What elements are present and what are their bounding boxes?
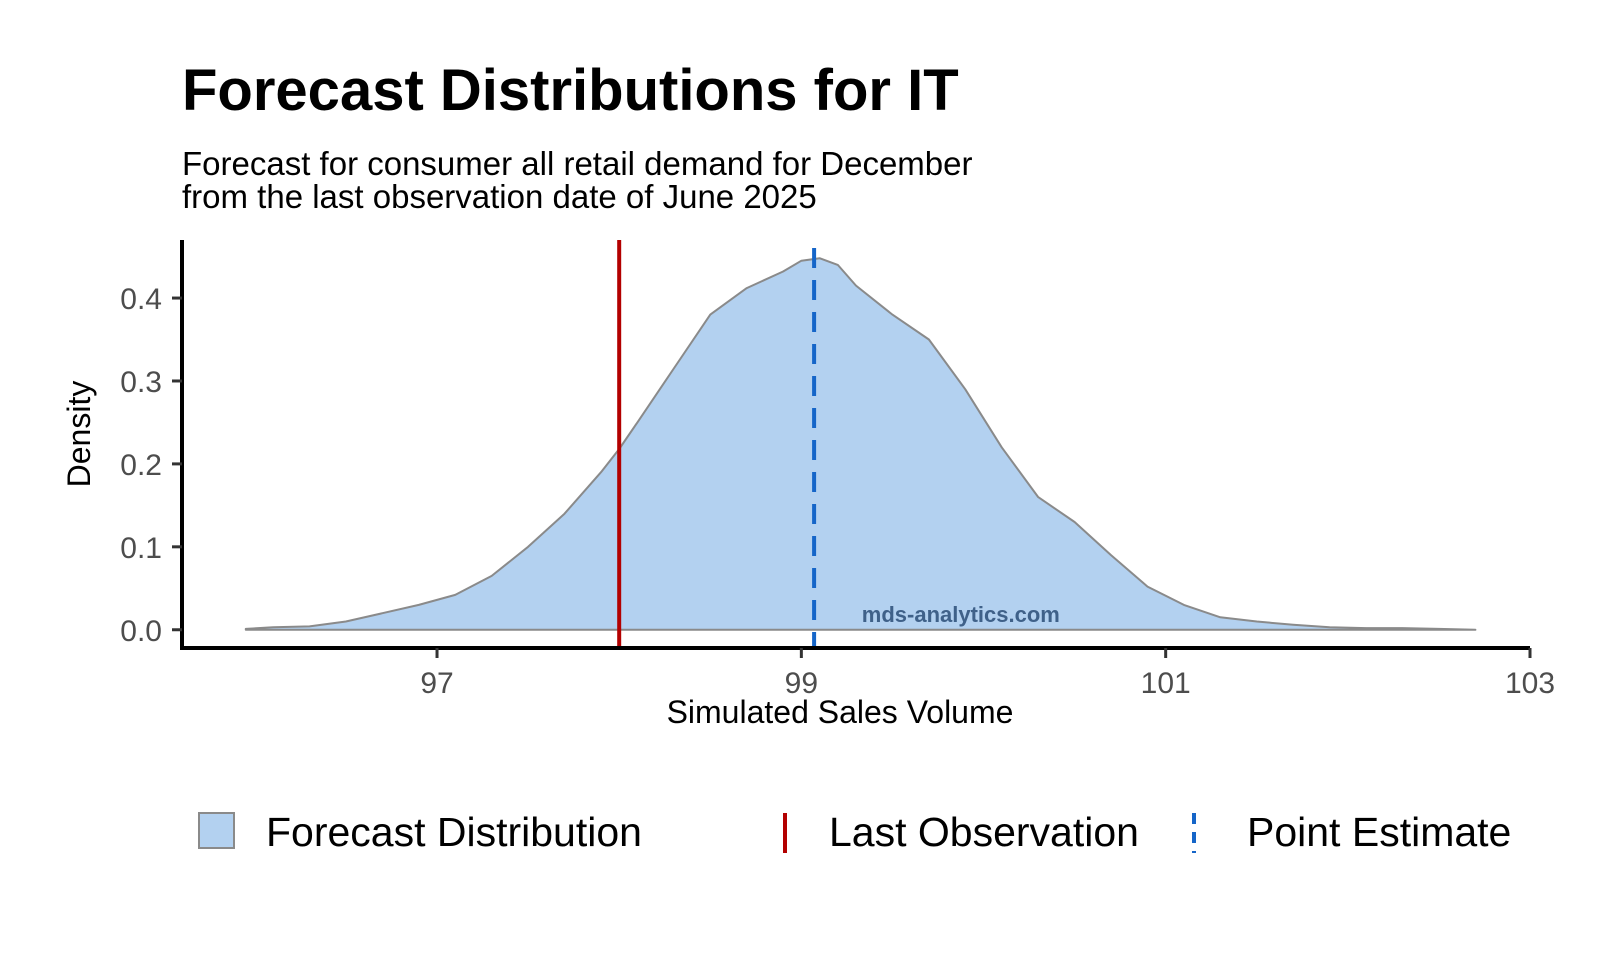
y-axis-title: Density (61, 381, 97, 488)
legend-item-last-observation: Last Observation (783, 809, 1139, 855)
y-tick-label: 0.1 (120, 532, 162, 565)
legend-label-point-estimate: Point Estimate (1247, 809, 1511, 855)
legend-label-forecast-distribution: Forecast Distribution (266, 809, 642, 855)
legend-label-last-observation: Last Observation (829, 809, 1139, 855)
watermark-text: mds-analytics.com (862, 602, 1060, 627)
legend-swatch-forecast-distribution (198, 812, 235, 849)
x-tick-label: 99 (785, 667, 818, 700)
x-tick-label: 101 (1141, 667, 1191, 700)
forecast-distribution-area (244, 257, 1477, 631)
y-tick-label: 0.2 (120, 449, 162, 482)
x-tick-label: 103 (1505, 667, 1555, 700)
x-axis-title: Simulated Sales Volume (667, 694, 1014, 730)
chart-subtitle-line-2: from the last observation date of June 2… (182, 178, 817, 215)
y-ticks: 0.0 0.1 0.2 0.3 0.4 (120, 283, 182, 648)
x-ticks: 97 99 101 103 (420, 648, 1555, 700)
axes (180, 240, 1530, 650)
y-tick-label: 0.3 (120, 366, 162, 399)
y-tick-label: 0.0 (120, 615, 162, 648)
chart-title: Forecast Distributions for IT (182, 58, 959, 123)
y-tick-label: 0.4 (120, 283, 162, 316)
x-tick-label: 97 (420, 667, 453, 700)
chart-subtitle-line-1: Forecast for consumer all retail demand … (182, 145, 973, 182)
legend: Forecast Distribution Last Observation P… (198, 809, 1511, 855)
legend-item-point-estimate: Point Estimate (1192, 809, 1511, 855)
plot-area: mds-analytics.com (244, 240, 1477, 648)
legend-item-forecast-distribution: Forecast Distribution (198, 809, 642, 855)
